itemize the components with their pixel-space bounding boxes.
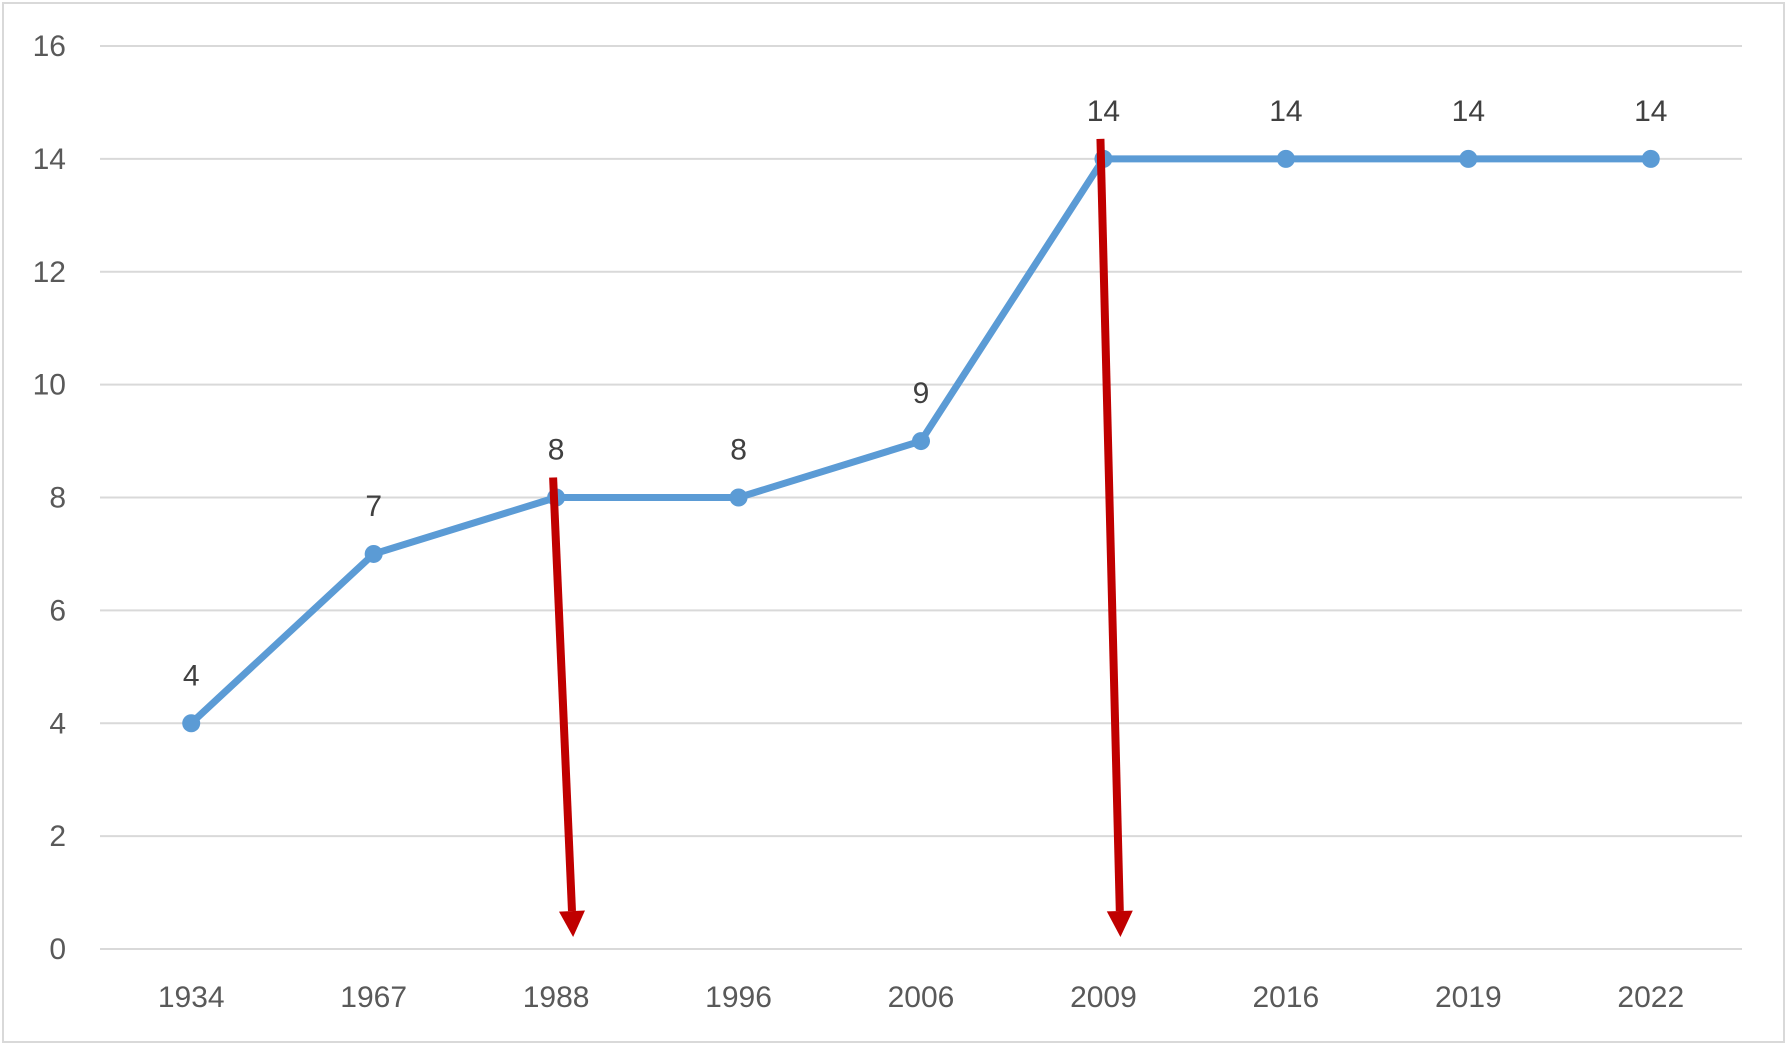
data-point bbox=[364, 544, 383, 563]
data-point bbox=[182, 714, 201, 733]
y-tick-label: 12 bbox=[33, 256, 66, 289]
y-tick-label: 0 bbox=[49, 933, 66, 966]
x-tick-label: 1996 bbox=[705, 981, 772, 1014]
data-label: 14 bbox=[1269, 95, 1302, 128]
series-line bbox=[182, 149, 1660, 733]
data-point bbox=[1276, 149, 1295, 168]
x-tick-label: 2006 bbox=[888, 981, 955, 1014]
data-point bbox=[1641, 149, 1660, 168]
x-tick-label: 2016 bbox=[1253, 981, 1320, 1014]
y-tick-label: 8 bbox=[49, 482, 66, 515]
y-tick-label: 16 bbox=[33, 30, 66, 63]
x-tick-label: 2022 bbox=[1617, 981, 1684, 1014]
gridlines bbox=[100, 45, 1742, 950]
data-label: 7 bbox=[365, 490, 382, 523]
data-label: 14 bbox=[1087, 95, 1120, 128]
x-tick-label: 2009 bbox=[1070, 981, 1137, 1014]
data-point bbox=[912, 432, 930, 451]
data-labels: 4 7 8 8 9 14 14 14 14 bbox=[183, 95, 1668, 692]
x-tick-label: 2019 bbox=[1435, 981, 1502, 1014]
data-label: 8 bbox=[548, 434, 565, 467]
y-tick-label: 14 bbox=[33, 143, 66, 176]
y-tick-label: 2 bbox=[49, 820, 66, 853]
data-point bbox=[729, 488, 748, 507]
data-label: 8 bbox=[730, 434, 747, 467]
data-label: 14 bbox=[1452, 95, 1485, 128]
data-point bbox=[1459, 149, 1478, 168]
annotation-arrows bbox=[549, 138, 1133, 937]
data-label: 4 bbox=[183, 659, 200, 692]
y-tick-label: 4 bbox=[49, 707, 66, 740]
x-tick-label: 1967 bbox=[340, 981, 407, 1014]
x-tick-label: 1934 bbox=[158, 981, 225, 1014]
y-tick-label: 6 bbox=[49, 594, 66, 627]
annotation-arrow-head bbox=[1106, 910, 1133, 937]
y-tick-label: 10 bbox=[33, 369, 66, 402]
data-label: 9 bbox=[913, 377, 930, 410]
x-tick-label: 1988 bbox=[523, 981, 590, 1014]
x-axis-tick-labels: 1934 1967 1988 1996 2006 2009 2016 2019 2022 bbox=[158, 981, 1684, 1014]
annotation-arrow-shaft bbox=[549, 477, 576, 912]
annotation-arrow-shaft bbox=[1096, 138, 1124, 912]
data-label: 14 bbox=[1634, 95, 1667, 128]
y-axis-tick-labels: 0 2 4 6 8 10 12 14 16 bbox=[33, 30, 66, 966]
annotation-arrow-head bbox=[558, 910, 585, 937]
